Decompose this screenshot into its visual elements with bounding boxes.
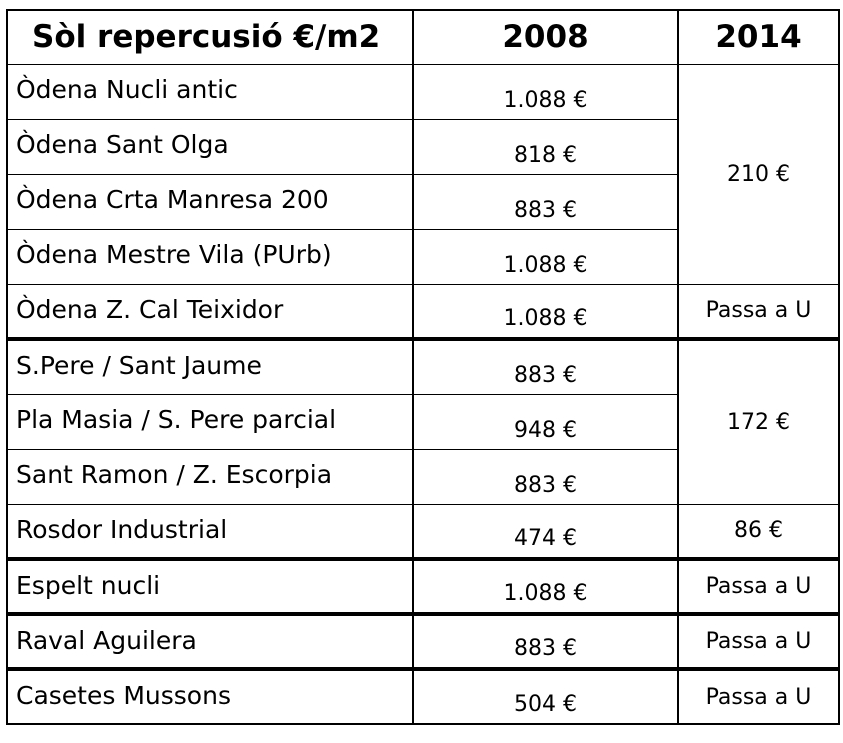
row-value-2008: 883 € bbox=[412, 173, 679, 230]
row-name: Òdena Nucli antic bbox=[6, 63, 414, 120]
row-name: Òdena Sant Olga bbox=[6, 118, 414, 175]
row-name: Òdena Crta Manresa 200 bbox=[6, 173, 414, 230]
row-name: Rosdor Industrial bbox=[6, 503, 414, 560]
header-col-2014: 2014 bbox=[677, 9, 840, 65]
row-name: Òdena Mestre Vila (PUrb) bbox=[6, 228, 414, 285]
table-row: Raval Aguilera 883 € Passa a U bbox=[6, 612, 840, 670]
value-2014-group-spere: 172 € bbox=[677, 337, 840, 505]
value-2014-raval: Passa a U bbox=[677, 612, 840, 670]
row-value-2008: 883 € bbox=[412, 448, 679, 505]
row-name: Espelt nucli bbox=[6, 557, 414, 615]
row-value-2008: 883 € bbox=[412, 337, 679, 395]
row-name: Raval Aguilera bbox=[6, 612, 414, 670]
header-col-2008: 2008 bbox=[412, 9, 679, 65]
table-row: Casetes Mussons 504 € Passa a U bbox=[6, 667, 840, 725]
row-value-2008: 1.088 € bbox=[412, 63, 679, 120]
table-row: Rosdor Industrial 474 € 86 € bbox=[6, 503, 840, 560]
table-row: Òdena Nucli antic 1.088 € 210 € bbox=[6, 63, 840, 285]
header-col-name: Sòl repercusió €/m2 bbox=[6, 9, 414, 65]
row-name: Sant Ramon / Z. Escorpia bbox=[6, 448, 414, 505]
header-row: Sòl repercusió €/m2 2008 2014 bbox=[6, 9, 840, 65]
row-value-2008: 474 € bbox=[412, 503, 679, 560]
row-name: Casetes Mussons bbox=[6, 667, 414, 725]
row-value-2008: 1.088 € bbox=[412, 557, 679, 615]
value-2014-casetes: Passa a U bbox=[677, 667, 840, 725]
row-value-2008: 818 € bbox=[412, 118, 679, 175]
table-row: Sant Ramon / Z. Escorpia 883 € bbox=[6, 448, 839, 505]
row-value-2008: 1.088 € bbox=[412, 228, 679, 285]
row-value-2008: 948 € bbox=[412, 393, 679, 450]
value-2014-cal-teixidor: Passa a U bbox=[677, 283, 840, 340]
row-name: S.Pere / Sant Jaume bbox=[6, 337, 414, 395]
row-name: Òdena Z. Cal Teixidor bbox=[6, 283, 414, 340]
table-row: S.Pere / Sant Jaume 883 € 172 € bbox=[6, 337, 840, 505]
value-2014-group-odena: 210 € bbox=[677, 63, 840, 285]
table-row: Espelt nucli 1.088 € Passa a U bbox=[6, 557, 840, 615]
land-value-table: Sòl repercusió €/m2 2008 2014 Òdena Nucl… bbox=[6, 9, 840, 725]
value-2014-espelt: Passa a U bbox=[677, 557, 840, 615]
value-2014-rosdor: 86 € bbox=[677, 503, 840, 560]
row-value-2008: 504 € bbox=[412, 667, 679, 725]
table-row: Òdena Z. Cal Teixidor 1.088 € Passa a U bbox=[6, 283, 840, 340]
row-name: Pla Masia / S. Pere parcial bbox=[6, 393, 414, 450]
row-value-2008: 1.088 € bbox=[412, 283, 679, 340]
row-value-2008: 883 € bbox=[412, 612, 679, 670]
table-row: Òdena Sant Olga 818 € bbox=[6, 118, 839, 175]
